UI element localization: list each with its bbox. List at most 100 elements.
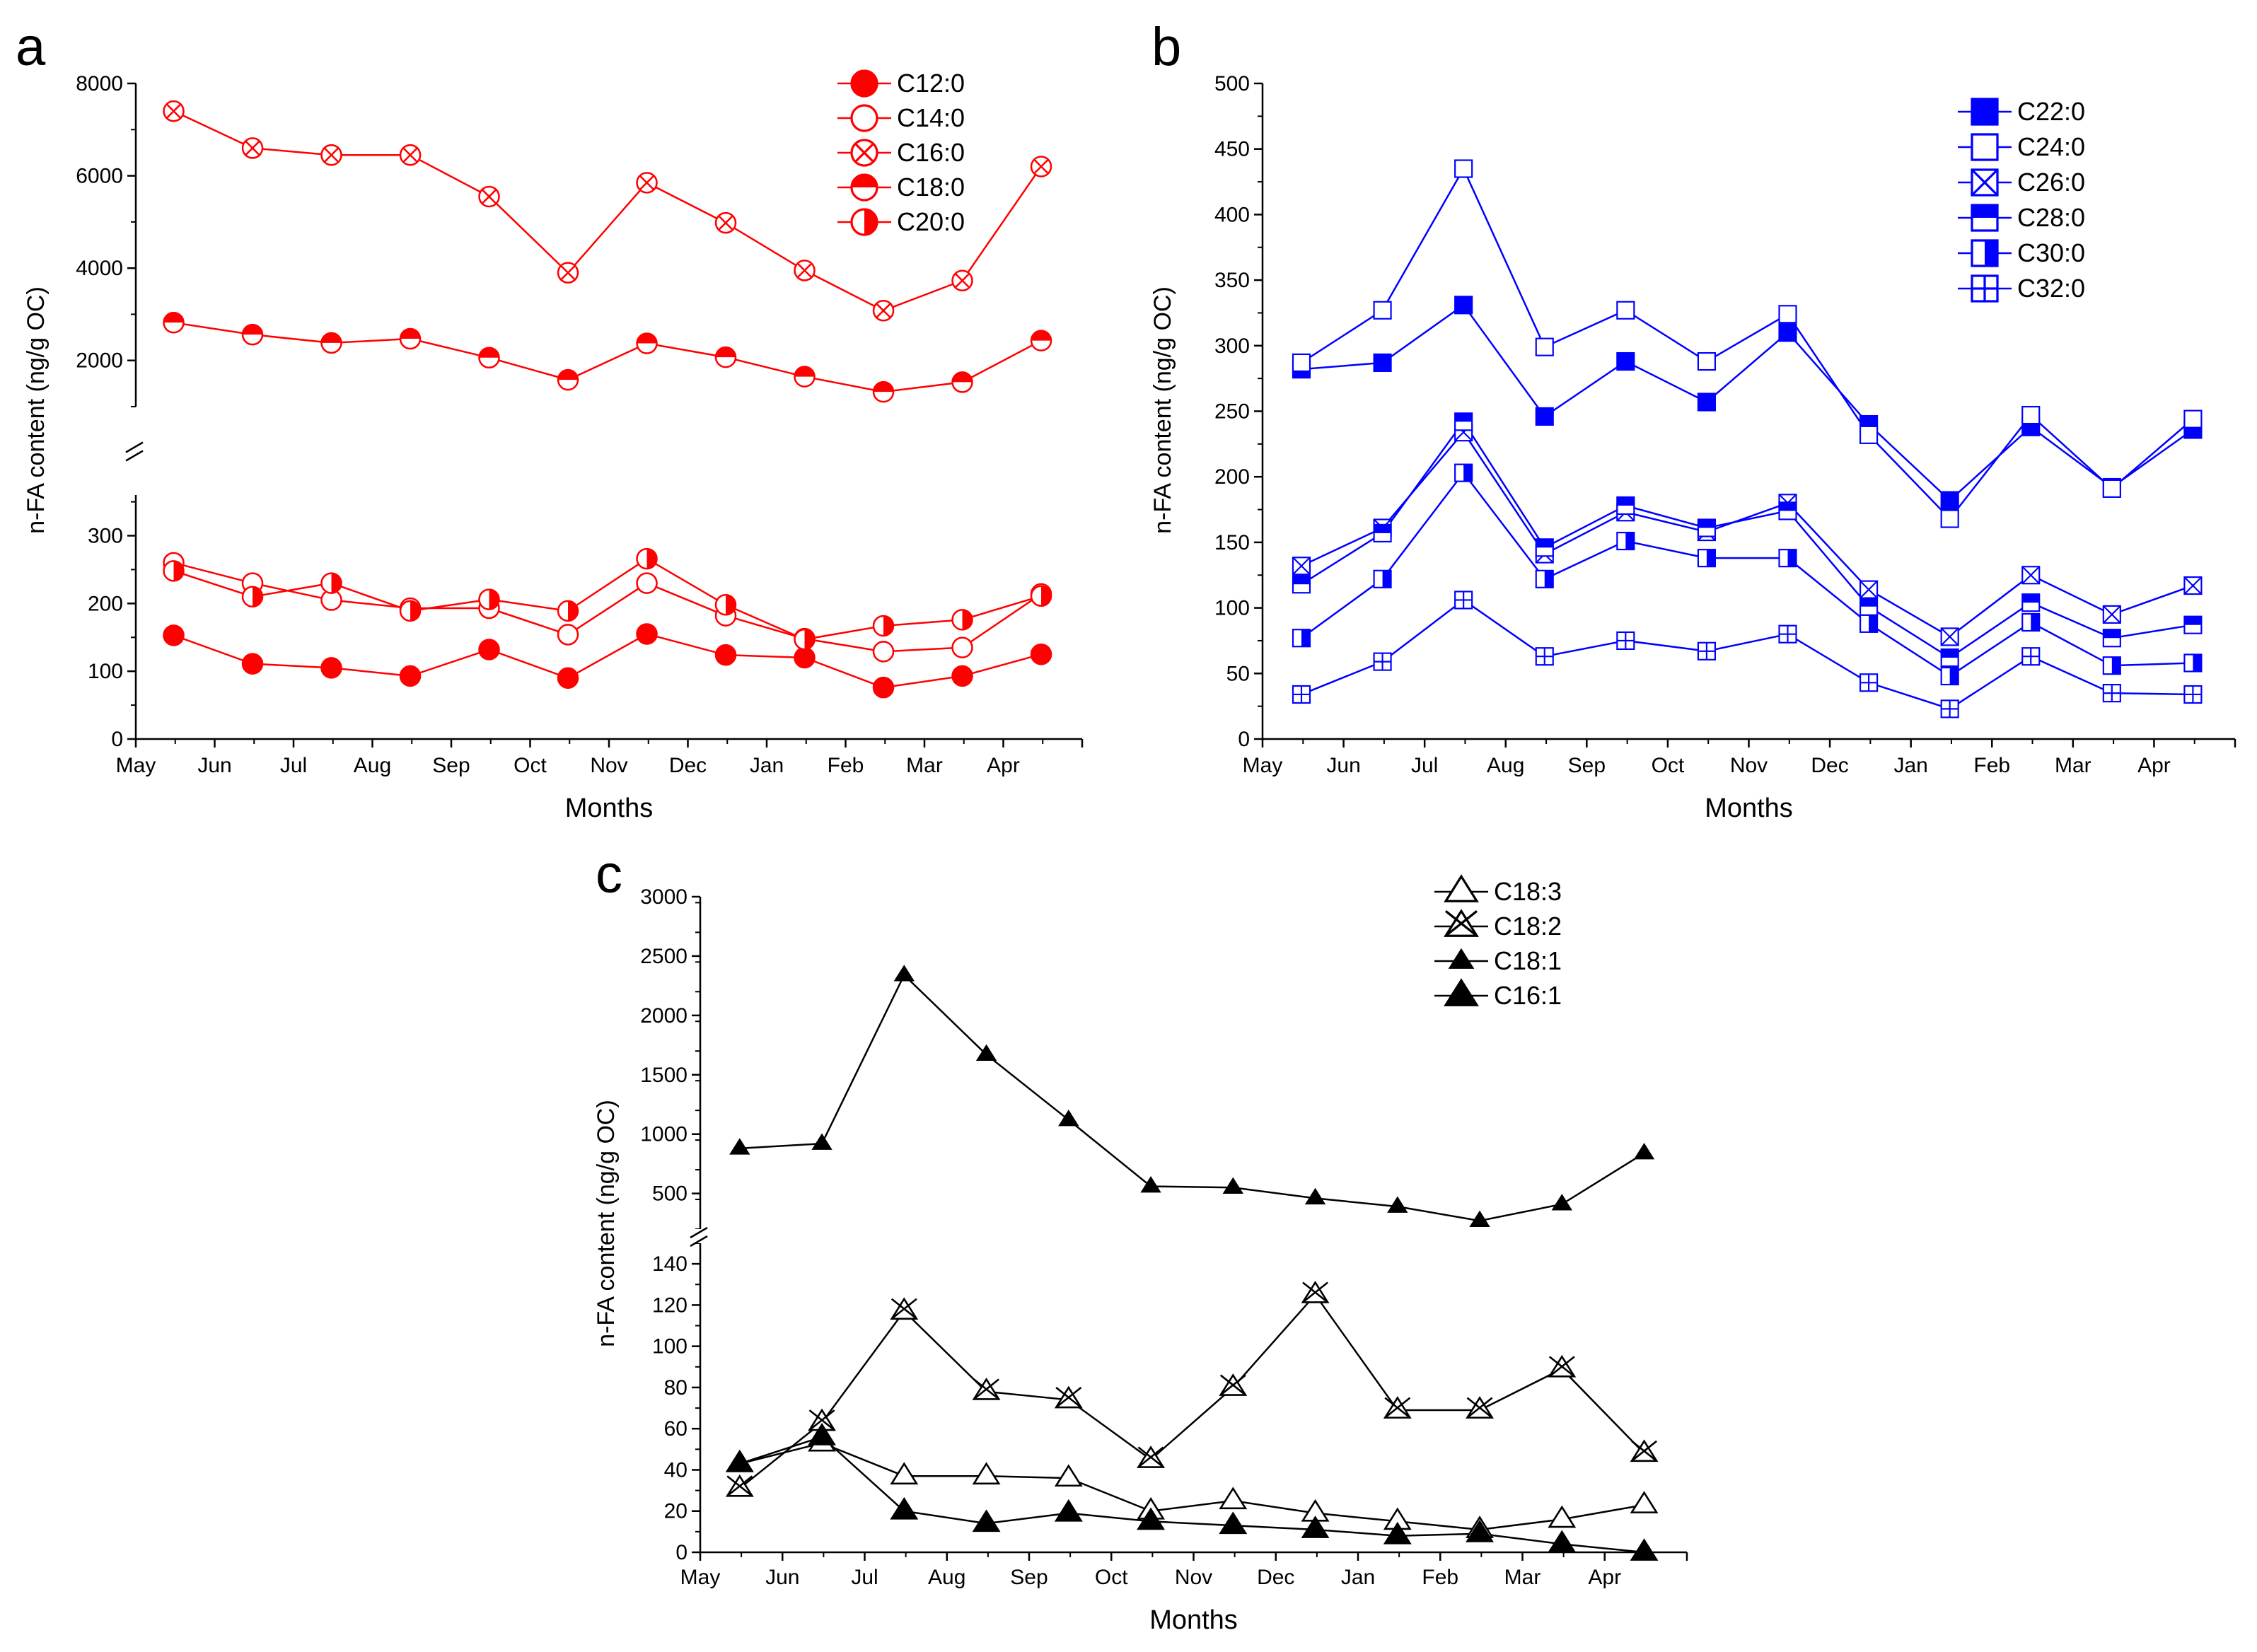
data-point-c18-1 (729, 1138, 750, 1155)
x-tick-label: Feb (1422, 1566, 1458, 1589)
x-tick-label: Jan (750, 754, 784, 777)
data-point-c18-2 (1383, 1396, 1412, 1419)
panel-a-legend: C12:0 C14:0 C16:0 C18:0 C20:0 (837, 69, 965, 236)
data-point-c18-2-cross (1137, 1446, 1164, 1468)
legend-marker-c32-0-plus (1972, 276, 1997, 301)
legend-marker-c14-0-shape (850, 104, 878, 132)
data-point-c18-0 (714, 346, 737, 368)
y-tick-label: 0 (111, 728, 123, 751)
x-axis-title: Months (565, 793, 654, 823)
panel-b-markers (1292, 159, 2203, 719)
series-line-c20-0 (173, 557, 1042, 641)
data-point-c18-0-fill (163, 313, 184, 323)
data-point-c18-0-fill (400, 329, 421, 339)
data-point-c16-0-cross (796, 262, 813, 279)
data-point-c18-2-cross (1055, 1387, 1082, 1409)
data-point-c12-0 (1030, 643, 1052, 665)
data-point-c16-0 (557, 262, 579, 284)
legend-label-c24-0: C24:0 (2017, 132, 2085, 161)
data-point-c18-2 (890, 1297, 919, 1320)
data-point-c28-0 (2102, 629, 2121, 648)
series-line-c12-0 (173, 633, 1042, 689)
data-point-c16-1 (1548, 1530, 1577, 1553)
x-tick-label: Oct (1652, 754, 1685, 777)
y-tick-label: 200 (1214, 465, 1250, 489)
data-point-c24-0-shape (1616, 301, 1635, 320)
data-point-c18-1 (1633, 1142, 1655, 1160)
y-tick-label: 80 (664, 1376, 687, 1400)
data-point-c20-0-fill (646, 549, 657, 569)
data-point-c20-0 (320, 572, 342, 594)
data-point-c32-0 (2183, 685, 2203, 704)
data-point-c18-1-shape (1387, 1196, 1408, 1213)
data-point-c18-1 (1387, 1196, 1408, 1213)
data-point-c28-0-fill (2103, 629, 2120, 639)
data-point-c24-0-shape (1940, 509, 1959, 528)
data-point-c28-0 (1616, 496, 1635, 516)
legend-label-c20-0: C20:0 (897, 207, 965, 236)
x-tick-label: Mar (2055, 754, 2091, 777)
data-point-c14-0-shape (951, 636, 973, 658)
axis-break-mark (125, 441, 144, 462)
data-point-c32-0 (1535, 647, 1554, 666)
legend-marker-c14-0 (850, 104, 878, 132)
data-point-c16-1-shape (1466, 1519, 1494, 1542)
data-point-c18-0 (478, 347, 500, 369)
data-point-c16-1-shape (1630, 1538, 1659, 1561)
data-point-c16-0 (478, 185, 500, 208)
y-tick-label: 140 (652, 1252, 687, 1276)
panel-b-legend: C22:0 C24:0 C26:0 C28:0 C30:0 C32:0 (1958, 97, 2085, 303)
y-tick-label: 100 (88, 660, 123, 683)
data-point-c18-1-shape (729, 1138, 750, 1155)
data-point-c24-0 (1859, 425, 1879, 444)
data-point-c18-0-fill (952, 372, 973, 383)
y-tick-label: 300 (1214, 335, 1250, 358)
data-point-c24-0-shape (2021, 405, 2041, 425)
data-point-c24-0 (1778, 305, 1797, 324)
data-point-c24-0 (1292, 353, 1311, 372)
data-point-c32-0-plus (2184, 685, 2202, 703)
data-point-c18-2-cross (1548, 1356, 1575, 1378)
x-tick-label: Dec (1811, 754, 1848, 777)
data-point-c16-0-cross (323, 147, 340, 163)
data-point-c20-0-fill (489, 589, 499, 610)
data-point-c18-1 (1551, 1194, 1572, 1211)
legend-marker-c16-1 (1444, 978, 1479, 1006)
data-point-c26-0 (2102, 605, 2121, 624)
data-point-c16-0-cross (639, 175, 655, 191)
data-point-c24-0-shape (2183, 409, 2203, 429)
panel-label-c: c (596, 844, 622, 904)
x-tick-label: Nov (1730, 754, 1768, 777)
data-point-c32-0 (1697, 641, 1716, 661)
series-line-c14-0 (173, 562, 1042, 653)
data-point-c20-0 (163, 560, 185, 582)
y-tick-label: 1500 (640, 1064, 687, 1087)
data-point-c16-0 (320, 144, 342, 166)
data-point-c18-0-fill (479, 347, 499, 358)
data-point-c28-0-fill (1779, 502, 1797, 511)
data-point-c16-1 (1383, 1521, 1412, 1545)
data-point-c18-0 (1030, 330, 1052, 351)
data-point-c12-0-shape (872, 676, 895, 699)
data-point-c18-2 (1137, 1446, 1165, 1468)
data-point-c18-3-shape (1630, 1491, 1659, 1513)
data-point-c12-0-shape (163, 624, 185, 646)
data-point-c18-1-shape (1551, 1194, 1572, 1211)
data-point-c20-0-fill (253, 586, 263, 607)
x-tick-label: Jun (1326, 754, 1360, 777)
data-point-c16-1-shape (972, 1509, 1001, 1532)
x-axis-title: Months (1149, 1605, 1238, 1635)
x-tick-label: Apr (2137, 754, 2171, 777)
data-point-c20-0-fill (804, 629, 815, 650)
data-point-c16-0 (872, 299, 895, 322)
y-tick-label: 3000 (640, 885, 687, 909)
data-point-c20-0-fill (883, 615, 894, 636)
data-point-c20-0-fill (331, 573, 342, 593)
data-point-c18-2-cross (808, 1409, 835, 1431)
y-tick-label: 2000 (76, 349, 123, 373)
legend-label-c18-0: C18:0 (897, 173, 965, 202)
data-point-c24-0 (1535, 337, 1554, 356)
x-tick-label: Jun (765, 1566, 799, 1589)
panel-b-axes: May Jun Jul Aug Sep Oct Nov Dec Jan Feb Mar Apr Mont… (1149, 72, 2236, 823)
